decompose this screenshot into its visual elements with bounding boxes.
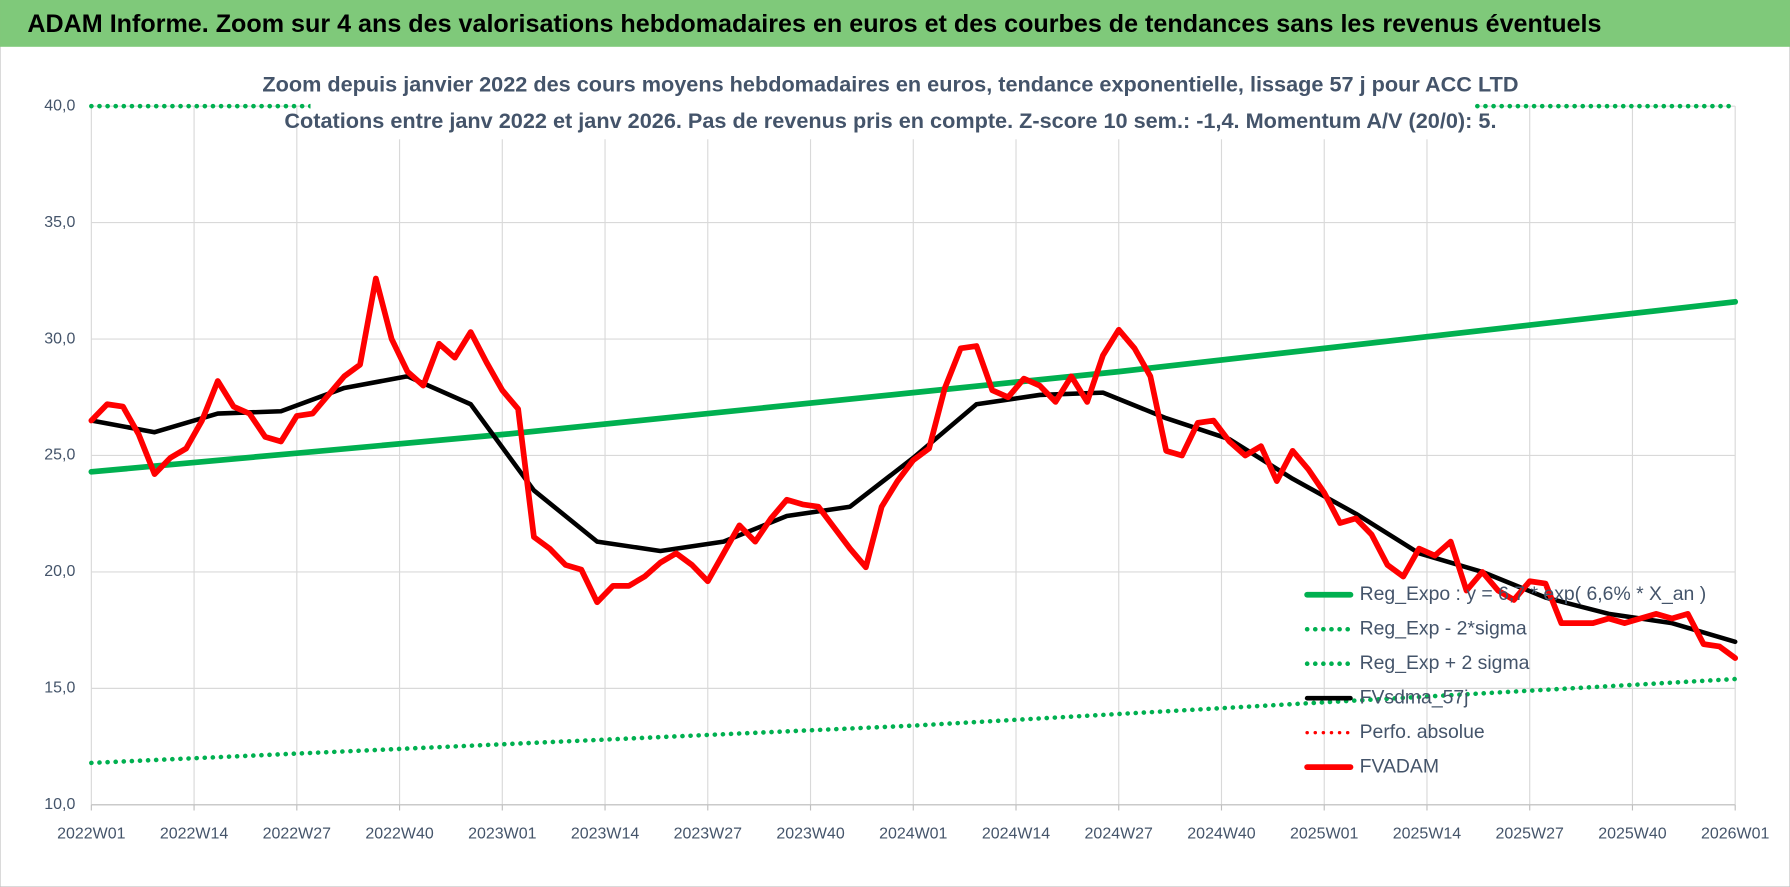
x-tick-label: 2024W27 xyxy=(1085,826,1153,843)
x-tick-label: 2025W27 xyxy=(1496,826,1564,843)
y-tick-label: 30,0 xyxy=(44,330,75,347)
x-tick-label: 2026W01 xyxy=(1701,826,1769,843)
chart-title: Zoom depuis janvier 2022 des cours moyen… xyxy=(262,71,1518,96)
x-tick-label: 2023W01 xyxy=(468,826,536,843)
title-backdrop xyxy=(310,68,1475,140)
y-tick-label: 15,0 xyxy=(44,680,75,697)
legend: Reg_Expo : y = 6,7 * exp( 6,6% * X_an ) R… xyxy=(1304,583,1707,777)
x-tick-label: 2025W01 xyxy=(1290,826,1358,843)
chart-subtitle: Cotations entre janv 2022 et janv 2026. … xyxy=(284,108,1496,133)
series-line xyxy=(88,275,1739,661)
legend-label: Reg_Exp + 2 sigma xyxy=(1360,652,1530,674)
x-tick-label: 2023W27 xyxy=(674,826,742,843)
legend-label: Reg_Exp - 2*sigma xyxy=(1360,617,1527,639)
y-tick-label: 20,0 xyxy=(44,563,75,580)
x-tick-label: 2024W40 xyxy=(1187,826,1255,843)
x-tick-label: 2022W27 xyxy=(263,826,331,843)
series-line xyxy=(89,676,1738,766)
x-tick-label: 2025W14 xyxy=(1393,826,1461,843)
y-tick-label: 35,0 xyxy=(44,214,75,231)
x-tick-label: 2022W14 xyxy=(160,826,228,843)
header-bar xyxy=(0,0,1790,47)
legend-label: Perfo. absolue xyxy=(1360,721,1485,743)
legend-label: FVsdma_57j xyxy=(1360,686,1469,708)
legend-label: Reg_Expo : y = 6,7 * exp( 6,6% * X_an ) xyxy=(1360,583,1707,605)
x-tick-label: 2023W40 xyxy=(776,826,844,843)
legend-label: FVADAM xyxy=(1360,755,1439,777)
x-tick-label: 2022W01 xyxy=(57,826,125,843)
x-tick-label: 2025W40 xyxy=(1598,826,1666,843)
x-tick-label: 2024W01 xyxy=(879,826,947,843)
y-tick-label: 40,0 xyxy=(44,97,75,114)
series-line xyxy=(88,298,1739,475)
y-tick-label: 25,0 xyxy=(44,447,75,464)
x-tick-label: 2023W14 xyxy=(571,826,639,843)
x-tick-label: 2022W40 xyxy=(365,826,433,843)
header: ADAM Informe. Zoom sur 4 ans des valoris… xyxy=(27,10,1601,38)
y-tick-label: 10,0 xyxy=(44,796,75,813)
x-tick-label: 2024W14 xyxy=(982,826,1050,843)
